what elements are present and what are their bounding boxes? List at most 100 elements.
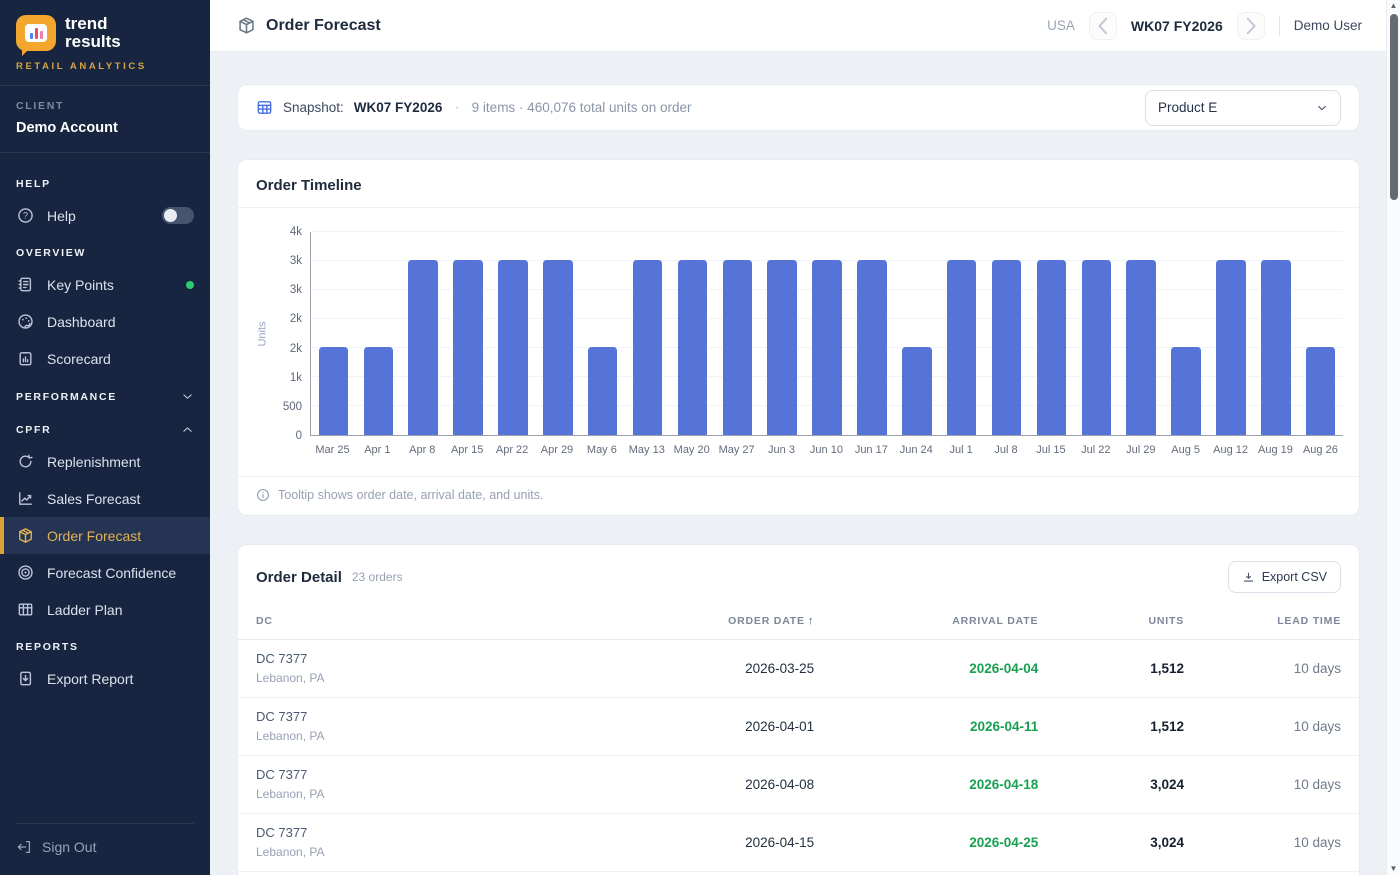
- column-header-dc[interactable]: DC: [238, 606, 619, 640]
- help-icon: ?: [17, 207, 34, 224]
- bar-aug-26[interactable]: [1306, 347, 1336, 435]
- order-date-cell: 2026-03-25: [619, 640, 832, 698]
- sidebar-item-ladder-plan[interactable]: Ladder Plan: [0, 591, 210, 628]
- dc-name: DC 7377: [256, 709, 601, 724]
- y-tick-label: 3k: [290, 255, 302, 267]
- y-tick-label: 1k: [290, 372, 302, 384]
- sidebar-item-order-forecast[interactable]: Order Forecast: [0, 517, 210, 554]
- sidebar-item-label: Help: [47, 208, 76, 224]
- content-area: Snapshot: WK07 FY2026 · 9 items · 460,07…: [210, 52, 1400, 875]
- app-root: trend results RETAIL ANALYTICS CLIENT De…: [0, 0, 1400, 875]
- x-tick-label: Jun 24: [894, 444, 939, 456]
- bar-slot: [715, 232, 760, 435]
- bar-mar-25[interactable]: [319, 347, 349, 435]
- nav-section-help: HELP: [0, 165, 210, 197]
- scroll-down-arrow[interactable]: ▼: [1390, 863, 1398, 875]
- sidebar-item-key-points[interactable]: Key Points: [0, 266, 210, 303]
- top-header: Order Forecast USA WK07 FY2026 Demo User: [210, 0, 1400, 52]
- bar-slot: [535, 232, 580, 435]
- bar-slot: [1029, 232, 1074, 435]
- dc-name: DC 7377: [256, 767, 601, 782]
- bar-apr-1[interactable]: [364, 347, 394, 435]
- x-tick-label: Apr 1: [355, 444, 400, 456]
- bar-apr-29[interactable]: [543, 260, 573, 435]
- bar-slot: [401, 232, 446, 435]
- bar-jul-1[interactable]: [947, 260, 977, 435]
- y-tick-label: 4k: [290, 226, 302, 238]
- x-tick-label: Mar 25: [310, 444, 355, 456]
- column-header-lead-time[interactable]: LEAD TIME: [1202, 606, 1359, 640]
- svg-text:?: ?: [23, 211, 28, 221]
- download-icon: [1242, 571, 1255, 584]
- sidebar-item-forecast-confidence[interactable]: Forecast Confidence: [0, 554, 210, 591]
- sidebar-item-replenishment[interactable]: Replenishment: [0, 443, 210, 480]
- arrival-date-cell: 2026-05-02: [832, 872, 1056, 875]
- bar-slot: [760, 232, 805, 435]
- sidebar-item-label: Key Points: [47, 277, 114, 293]
- dc-cell: DC 7377Lebanon, PA: [238, 640, 619, 698]
- bar-may-13[interactable]: [633, 260, 663, 435]
- sidebar-item-scorecard[interactable]: Scorecard: [0, 340, 210, 377]
- lead-time-cell: 10 days: [1202, 814, 1359, 872]
- bar-slot: [491, 232, 536, 435]
- sidebar-item-dashboard[interactable]: Dashboard: [0, 303, 210, 340]
- bar-jun-24[interactable]: [902, 347, 932, 435]
- lead-time-cell: 10 days: [1202, 698, 1359, 756]
- order-date-cell: 2026-04-15: [619, 814, 832, 872]
- column-header-order-date[interactable]: ORDER DATE↑: [619, 606, 832, 640]
- bar-apr-8[interactable]: [408, 260, 438, 435]
- bar-jul-22[interactable]: [1082, 260, 1112, 435]
- sidebar-item-help[interactable]: ? Help: [0, 197, 210, 234]
- order-detail-card: Order Detail 23 orders Export CSV DCORDE…: [237, 544, 1360, 875]
- x-tick-label: Jun 3: [759, 444, 804, 456]
- x-tick-label: Jun 10: [804, 444, 849, 456]
- sidebar-footer: Sign Out: [0, 823, 210, 875]
- scroll-up-arrow[interactable]: ▲: [1390, 0, 1398, 12]
- bar-jul-8[interactable]: [992, 260, 1022, 435]
- bar-may-27[interactable]: [723, 260, 753, 435]
- sign-out-button[interactable]: Sign Out: [16, 824, 194, 875]
- bar-jun-17[interactable]: [857, 260, 887, 435]
- help-toggle[interactable]: [162, 207, 194, 224]
- next-week-button[interactable]: [1237, 12, 1265, 40]
- bar-jun-3[interactable]: [767, 260, 797, 435]
- arrival-date-cell: 2026-04-25: [832, 814, 1056, 872]
- bar-may-6[interactable]: [588, 347, 618, 435]
- chevron-up-icon: [181, 423, 194, 436]
- x-tick-label: Apr 29: [535, 444, 580, 456]
- bar-slot: [356, 232, 401, 435]
- bar-apr-15[interactable]: [453, 260, 483, 435]
- sidebar-item-export-report[interactable]: Export Report: [0, 660, 210, 697]
- bar-slot: [805, 232, 850, 435]
- order-date-cell: 2026-04-08: [619, 756, 832, 814]
- bar-may-20[interactable]: [678, 260, 708, 435]
- header-divider: [1279, 16, 1280, 36]
- bar-aug-5[interactable]: [1171, 347, 1201, 435]
- brand-name: trend results: [65, 15, 121, 50]
- export-csv-button[interactable]: Export CSV: [1228, 561, 1341, 593]
- nav-section-cpfr[interactable]: CPFR: [0, 410, 210, 443]
- column-header-arrival-date[interactable]: ARRIVAL DATE: [832, 606, 1056, 640]
- nav-section-reports: REPORTS: [0, 628, 210, 660]
- column-header-units[interactable]: UNITS: [1056, 606, 1202, 640]
- forecast-confidence-icon: [17, 564, 34, 581]
- bar-jul-29[interactable]: [1126, 260, 1156, 435]
- bar-jun-10[interactable]: [812, 260, 842, 435]
- sidebar-item-sales-forecast[interactable]: Sales Forecast: [0, 480, 210, 517]
- nav-section-performance[interactable]: PERFORMANCE: [0, 377, 210, 410]
- scrollbar-thumb[interactable]: [1390, 14, 1398, 200]
- previous-week-button[interactable]: [1089, 12, 1117, 40]
- y-tick-label: 3k: [290, 284, 302, 296]
- snapshot-bar: Snapshot: WK07 FY2026 · 9 items · 460,07…: [237, 84, 1360, 131]
- bar-jul-15[interactable]: [1037, 260, 1067, 435]
- bar-aug-12[interactable]: [1216, 260, 1246, 435]
- x-tick-label: May 6: [579, 444, 624, 456]
- package-icon: [237, 16, 256, 35]
- product-select[interactable]: Product E: [1145, 90, 1341, 126]
- x-tick-label: Apr 15: [445, 444, 490, 456]
- snapshot-summary: 9 items · 460,076 total units on order: [472, 100, 692, 115]
- x-tick-label: Jul 8: [984, 444, 1029, 456]
- bar-apr-22[interactable]: [498, 260, 528, 435]
- bar-aug-19[interactable]: [1261, 260, 1291, 435]
- x-tick-label: Aug 19: [1253, 444, 1298, 456]
